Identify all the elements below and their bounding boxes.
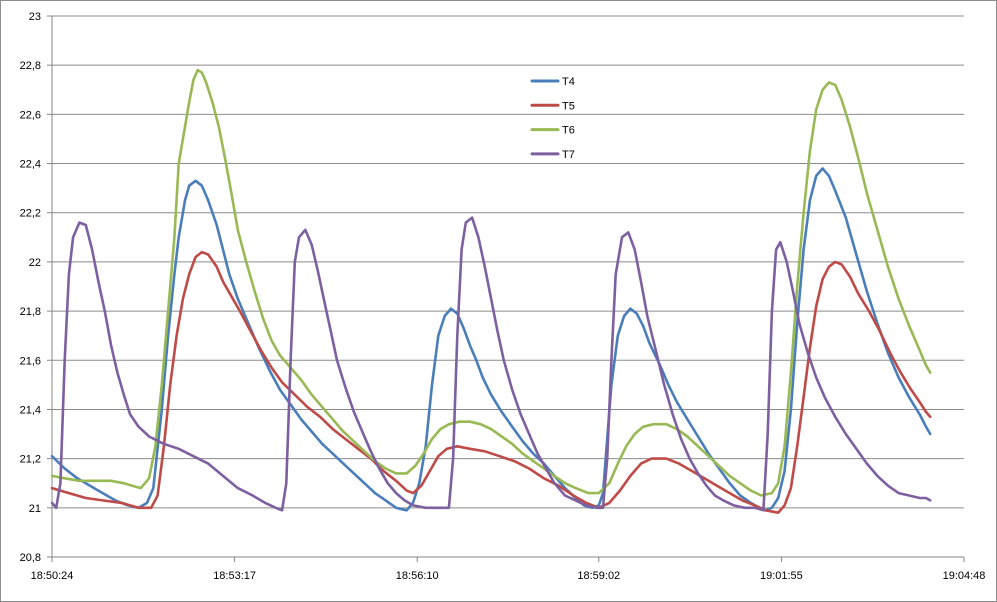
y-tick-label: 22,2	[20, 208, 41, 220]
y-tick-label: 20,8	[20, 552, 41, 564]
legend: T4 T5 T6 T7	[530, 76, 575, 161]
y-tick-label: 22	[29, 257, 41, 269]
legend-label-t4: T4	[562, 76, 575, 88]
y-tick-label: 21,8	[20, 306, 41, 318]
legend-label-t7: T7	[562, 149, 575, 161]
series-lines	[50, 68, 932, 514]
y-tick-label: 22,6	[20, 109, 41, 121]
y-tick-label: 22,8	[20, 60, 41, 72]
x-tick-label: 18:59:02	[577, 570, 620, 582]
series-line-t5	[50, 250, 932, 514]
x-tick-label: 18:56:10	[396, 570, 439, 582]
y-tick-label: 21,2	[20, 454, 41, 466]
y-tick-label: 21,6	[20, 355, 41, 367]
series-line-t7	[50, 216, 932, 512]
x-tick-label: 18:53:17	[213, 570, 256, 582]
gridlines	[52, 15, 964, 509]
series-line-t6	[50, 68, 932, 497]
x-tick-label: 18:50:24	[31, 570, 74, 582]
x-tick-label: 19:04:48	[943, 570, 986, 582]
legend-label-t5: T5	[562, 100, 575, 112]
y-tick-label: 22,4	[20, 159, 41, 171]
x-tick-label: 19:01:55	[760, 570, 803, 582]
x-axis: 18:50:24 18:53:17 18:56:10 18:59:02 19:01:55…	[31, 16, 986, 582]
y-axis-tick-labels: 20,8 21 21,2 21,4 21,6 21,8 22 22,2 22,4 22,6 22,8…	[20, 11, 52, 564]
series-line-t4	[50, 167, 932, 512]
y-tick-label: 23	[29, 11, 41, 23]
y-tick-label: 21	[29, 503, 41, 515]
y-tick-label: 21,4	[20, 404, 41, 416]
legend-label-t6: T6	[562, 125, 575, 137]
